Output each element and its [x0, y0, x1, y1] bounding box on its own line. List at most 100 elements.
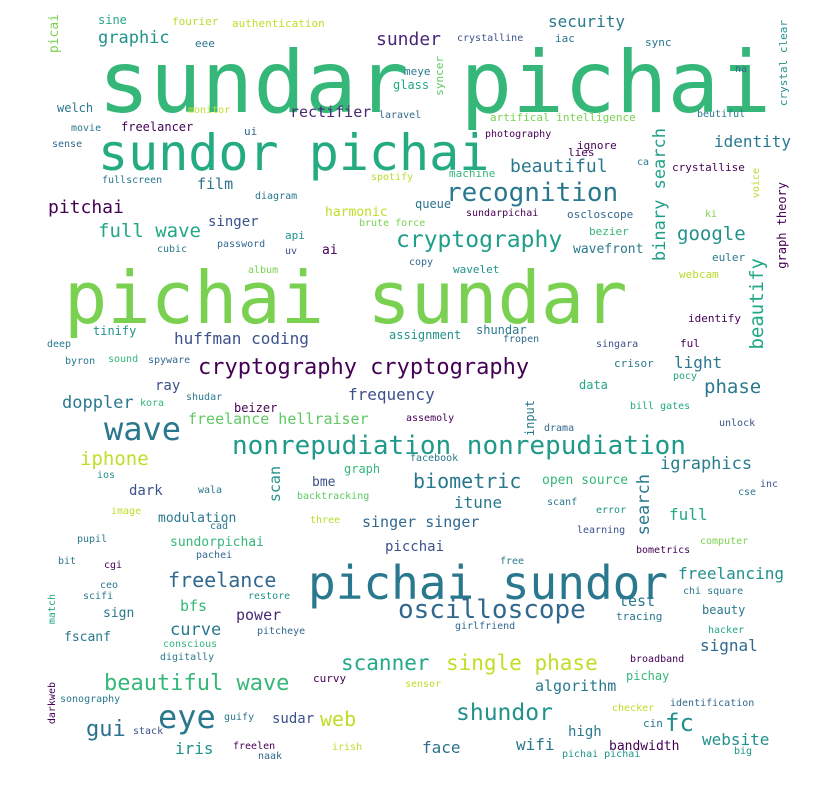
cloud-word: rectifier — [290, 103, 372, 121]
cloud-word: ful — [680, 337, 700, 350]
cloud-word: facebook — [410, 453, 459, 464]
cloud-word: high — [568, 724, 602, 740]
cloud-word: identity — [714, 132, 792, 151]
cloud-word: recognition — [446, 178, 619, 208]
cloud-word: curvy — [313, 672, 347, 685]
cloud-word: naak — [258, 751, 283, 762]
cloud-word: picai — [47, 14, 62, 54]
cloud-word: sine — [98, 13, 127, 27]
cloud-word: algorithm — [535, 677, 617, 695]
cloud-word: pitcheye — [257, 626, 306, 637]
cloud-word: tinify — [93, 324, 137, 338]
cloud-word: password — [217, 239, 266, 250]
cloud-word: restore — [248, 591, 291, 602]
cloud-word: test — [619, 592, 656, 610]
cloud-word: girlfriend — [455, 621, 516, 632]
cloud-word: search — [634, 474, 654, 536]
cloud-word: security — [548, 12, 626, 31]
cloud-word: ki — [705, 209, 718, 220]
cloud-word: fropen — [503, 334, 540, 345]
cloud-word: lies — [568, 146, 595, 159]
cloud-word: guify — [224, 712, 255, 723]
cloud-word: light — [674, 353, 723, 372]
cloud-word: voice — [751, 168, 762, 199]
cloud-word: pichai sundar — [64, 256, 628, 340]
cloud-word: digitally — [160, 652, 215, 663]
cloud-word: sync — [645, 36, 672, 49]
cloud-word: cgi — [104, 560, 123, 571]
cloud-word: data — [579, 378, 608, 392]
cloud-word: website — [702, 730, 770, 749]
cloud-word: pupil — [77, 534, 108, 545]
cloud-word: copy — [409, 257, 434, 268]
cloud-word: beautify — [746, 258, 768, 350]
cloud-word: pichai pichai — [562, 749, 641, 760]
cloud-word: ignore — [577, 139, 617, 152]
cloud-word: identify — [688, 312, 741, 325]
cloud-word: freelancer — [121, 120, 194, 134]
cloud-word: deep — [47, 339, 72, 350]
cloud-word: cryptography — [396, 227, 563, 253]
cloud-word: bit — [58, 556, 77, 567]
cloud-word: image — [111, 506, 142, 517]
cloud-word: fourier — [172, 15, 219, 28]
cloud-word: shundor — [456, 700, 553, 726]
cloud-word: power — [236, 606, 282, 624]
cloud-word: bill gates — [630, 401, 691, 412]
cloud-word: drama — [544, 423, 575, 434]
cloud-word: cad — [210, 521, 229, 532]
cloud-word: iac — [555, 32, 575, 45]
cloud-word: scifi — [83, 591, 114, 602]
cloud-word: pitchai — [48, 197, 124, 218]
cloud-word: kora — [140, 398, 165, 409]
cloud-word: error — [596, 505, 627, 516]
cloud-word: sundorpichai — [170, 535, 264, 550]
cloud-word: ca — [637, 157, 650, 168]
cloud-word: ui — [244, 125, 258, 138]
cloud-word: wala — [198, 485, 223, 496]
cloud-word: three — [310, 515, 341, 526]
cloud-word: pachei — [196, 550, 233, 561]
cloud-word: album — [248, 265, 279, 276]
cloud-word: cin — [643, 717, 663, 730]
cloud-word: artifical intelligence — [490, 111, 636, 124]
cloud-word: freelance — [168, 568, 277, 592]
cloud-word: meye — [404, 65, 431, 78]
cloud-word: identification — [670, 698, 755, 709]
cloud-word: film — [197, 175, 234, 193]
cloud-word: signal — [700, 636, 758, 655]
cloud-word: na — [735, 64, 748, 75]
cloud-word: dark — [129, 483, 163, 499]
cloud-word: oscilloscope — [398, 595, 586, 625]
cloud-word: beautiful wave — [104, 671, 290, 696]
cloud-word: ceo — [100, 580, 119, 591]
cloud-word: laravel — [379, 110, 422, 121]
cloud-word: sensor — [405, 679, 442, 690]
cloud-word: learning — [577, 525, 626, 536]
cloud-word: phase — [704, 376, 762, 398]
cloud-word: graph — [344, 462, 381, 476]
cloud-word: input — [523, 400, 537, 437]
cloud-word: bfs — [180, 597, 208, 615]
cloud-word: big — [734, 746, 753, 757]
cloud-word: harmonic — [325, 205, 388, 220]
cloud-word: face — [422, 738, 461, 757]
cloud-word: sound — [108, 354, 139, 365]
cloud-word: spyware — [148, 355, 191, 366]
cloud-word: wave — [104, 410, 182, 448]
cloud-word: google — [677, 223, 746, 245]
cloud-word: cubic — [157, 244, 188, 255]
cloud-word: chi square — [683, 586, 744, 597]
cloud-word: eye — [158, 698, 216, 736]
cloud-word: queue — [415, 197, 452, 211]
cloud-word: bometrics — [636, 545, 691, 556]
cloud-word: machine — [449, 167, 496, 180]
cloud-word: bezier — [589, 225, 629, 238]
cloud-word: fullscreen — [102, 175, 163, 186]
cloud-word: singara — [596, 339, 639, 350]
cloud-word: crystal clear — [777, 20, 790, 107]
cloud-word: scan — [266, 466, 284, 503]
cloud-word: sonography — [60, 694, 121, 705]
cloud-word: igraphics — [660, 454, 753, 474]
cloud-word: tracing — [616, 610, 663, 623]
